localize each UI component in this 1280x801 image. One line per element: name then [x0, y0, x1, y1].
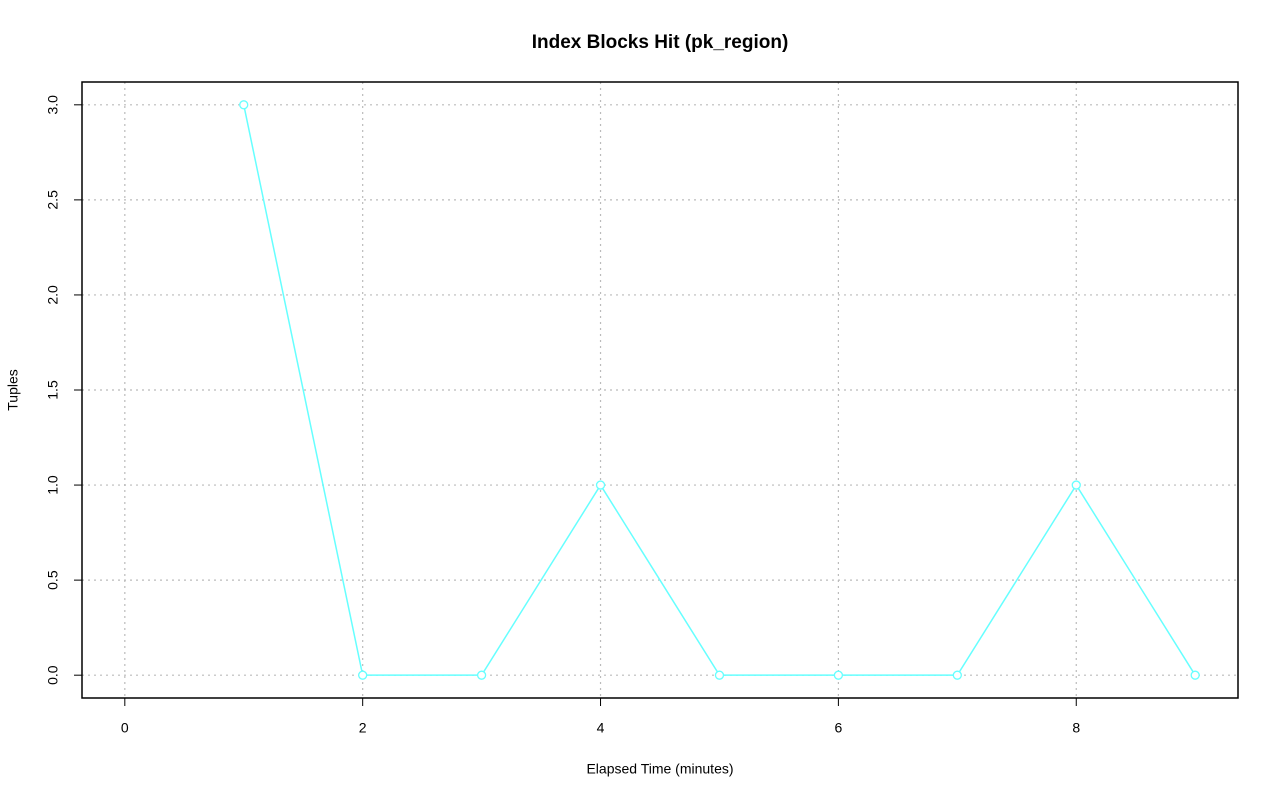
- chart-title: Index Blocks Hit (pk_region): [532, 32, 789, 53]
- y-tick-label: 3.0: [45, 95, 61, 115]
- point: [714, 670, 725, 680]
- x-axis-label: Elapsed Time (minutes): [586, 761, 733, 777]
- x-tick-label: 8: [1072, 720, 1080, 736]
- x-tick-label: 6: [834, 720, 842, 736]
- point: [595, 480, 606, 490]
- y-tick-label: 0.5: [45, 570, 61, 590]
- x-tick-label: 4: [597, 720, 605, 736]
- y-tick-label: 0.0: [45, 665, 61, 685]
- point: [833, 670, 844, 680]
- point: [952, 670, 962, 680]
- point: [239, 100, 249, 110]
- y-tick-label: 1.5: [45, 380, 61, 400]
- point: [358, 670, 368, 680]
- x-tick-label: 2: [359, 720, 367, 736]
- y-axis-label: Tuples: [5, 369, 21, 411]
- y-tick-label: 1.0: [45, 475, 61, 495]
- data: [239, 100, 1200, 680]
- point: [1071, 480, 1081, 490]
- y-tick-label: 2.0: [45, 285, 61, 305]
- y-tick-label: 2.5: [45, 190, 61, 210]
- point: [476, 670, 487, 680]
- point: [1190, 670, 1200, 680]
- x-tick-label: 0: [121, 720, 129, 736]
